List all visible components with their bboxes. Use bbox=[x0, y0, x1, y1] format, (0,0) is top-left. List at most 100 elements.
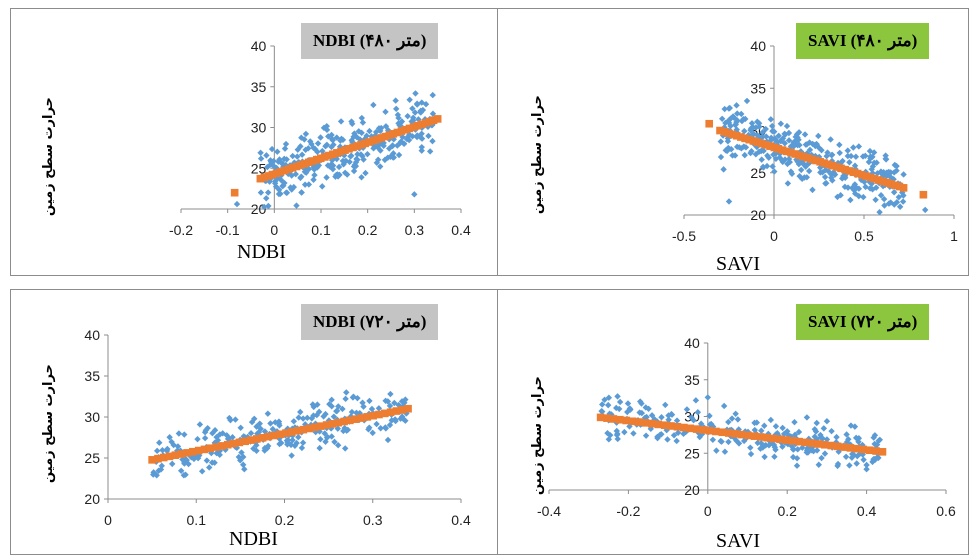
data-point bbox=[233, 200, 241, 208]
data-point bbox=[787, 433, 795, 440]
data-point bbox=[827, 136, 834, 143]
data-point bbox=[836, 141, 843, 149]
trend-point bbox=[853, 169, 862, 178]
data-point bbox=[166, 434, 173, 441]
data-point bbox=[811, 433, 818, 440]
trend-point bbox=[296, 161, 305, 169]
x-tick-label: -0.4 bbox=[537, 503, 561, 519]
data-point bbox=[836, 149, 843, 157]
trend-point bbox=[791, 150, 799, 158]
data-point bbox=[761, 422, 768, 429]
trend-point bbox=[782, 436, 791, 444]
trend-point bbox=[235, 438, 244, 447]
data-point bbox=[150, 469, 157, 476]
trend-point bbox=[386, 408, 395, 417]
data-point bbox=[208, 459, 216, 466]
data-point bbox=[240, 433, 247, 440]
data-point bbox=[301, 136, 308, 143]
data-point bbox=[322, 410, 329, 418]
data-point bbox=[268, 145, 276, 153]
data-point bbox=[288, 452, 295, 459]
x-tick-label: 0.2 bbox=[777, 503, 797, 519]
data-point bbox=[301, 181, 309, 188]
data-point bbox=[741, 151, 748, 159]
data-point bbox=[333, 134, 340, 141]
data-point bbox=[872, 196, 879, 203]
data-point bbox=[389, 142, 396, 149]
data-point bbox=[813, 436, 820, 443]
trend-point bbox=[325, 151, 333, 160]
data-point bbox=[422, 101, 430, 108]
data-point bbox=[795, 428, 803, 436]
y-tick-label: 20 bbox=[84, 491, 100, 507]
data-point bbox=[287, 441, 295, 449]
trend-point bbox=[799, 152, 808, 161]
x-tick-label: -0.2 bbox=[616, 503, 640, 519]
trend-point bbox=[377, 134, 386, 142]
y-tick-label: 40 bbox=[84, 327, 100, 343]
trend-point bbox=[375, 410, 383, 419]
data-point bbox=[253, 447, 260, 454]
data-point bbox=[761, 453, 768, 461]
data-point bbox=[164, 445, 171, 453]
trend-point bbox=[380, 409, 389, 418]
data-point bbox=[257, 189, 265, 196]
data-point bbox=[310, 176, 317, 183]
trend-point bbox=[381, 132, 390, 141]
trend-point bbox=[820, 159, 829, 167]
trend-point bbox=[833, 442, 842, 451]
data-point bbox=[174, 443, 182, 450]
data-point bbox=[298, 151, 306, 158]
data-point bbox=[803, 414, 811, 421]
data-point bbox=[771, 444, 779, 451]
trend-point bbox=[859, 445, 868, 454]
data-point bbox=[337, 118, 345, 125]
data-point bbox=[266, 178, 273, 185]
trend-point bbox=[782, 147, 791, 156]
data-point bbox=[319, 183, 326, 190]
data-point bbox=[802, 163, 809, 170]
data-point bbox=[341, 152, 348, 159]
trend-point bbox=[737, 430, 746, 439]
data-point bbox=[377, 425, 384, 432]
trend-point bbox=[667, 422, 675, 430]
data-point bbox=[325, 133, 332, 140]
data-point bbox=[322, 143, 329, 150]
trend-point bbox=[846, 444, 855, 452]
trend-point bbox=[795, 437, 804, 446]
trend-point bbox=[919, 190, 928, 199]
data-point bbox=[654, 434, 661, 442]
trend-point bbox=[763, 433, 771, 442]
trend-point bbox=[312, 155, 321, 164]
data-point bbox=[391, 399, 398, 407]
data-point bbox=[317, 134, 324, 141]
data-point bbox=[869, 186, 876, 193]
trend-point bbox=[393, 128, 402, 137]
data-point bbox=[298, 173, 305, 180]
data-point bbox=[294, 146, 301, 153]
trend-point bbox=[749, 137, 758, 145]
data-point bbox=[181, 460, 188, 467]
data-point bbox=[334, 171, 341, 178]
data-point bbox=[616, 398, 624, 406]
data-point bbox=[321, 430, 328, 437]
data-point bbox=[256, 420, 263, 427]
data-point bbox=[793, 462, 801, 469]
data-point bbox=[375, 405, 383, 412]
trend-point bbox=[293, 426, 302, 435]
data-point bbox=[354, 151, 361, 158]
data-point bbox=[347, 153, 354, 160]
data-point bbox=[725, 418, 732, 426]
data-point bbox=[396, 140, 403, 147]
trend-point bbox=[300, 159, 309, 168]
data-point bbox=[177, 467, 185, 475]
scatter-plot-ndbi-720: 20 25 30 35 40 0 0.1 0.2 0.3 0.4 bbox=[84, 327, 471, 528]
data-point bbox=[170, 441, 177, 449]
trend-point bbox=[353, 142, 361, 150]
data-point bbox=[239, 461, 247, 468]
data-point bbox=[384, 398, 392, 405]
data-point bbox=[606, 410, 613, 417]
data-point bbox=[305, 181, 313, 188]
data-point bbox=[328, 131, 335, 139]
